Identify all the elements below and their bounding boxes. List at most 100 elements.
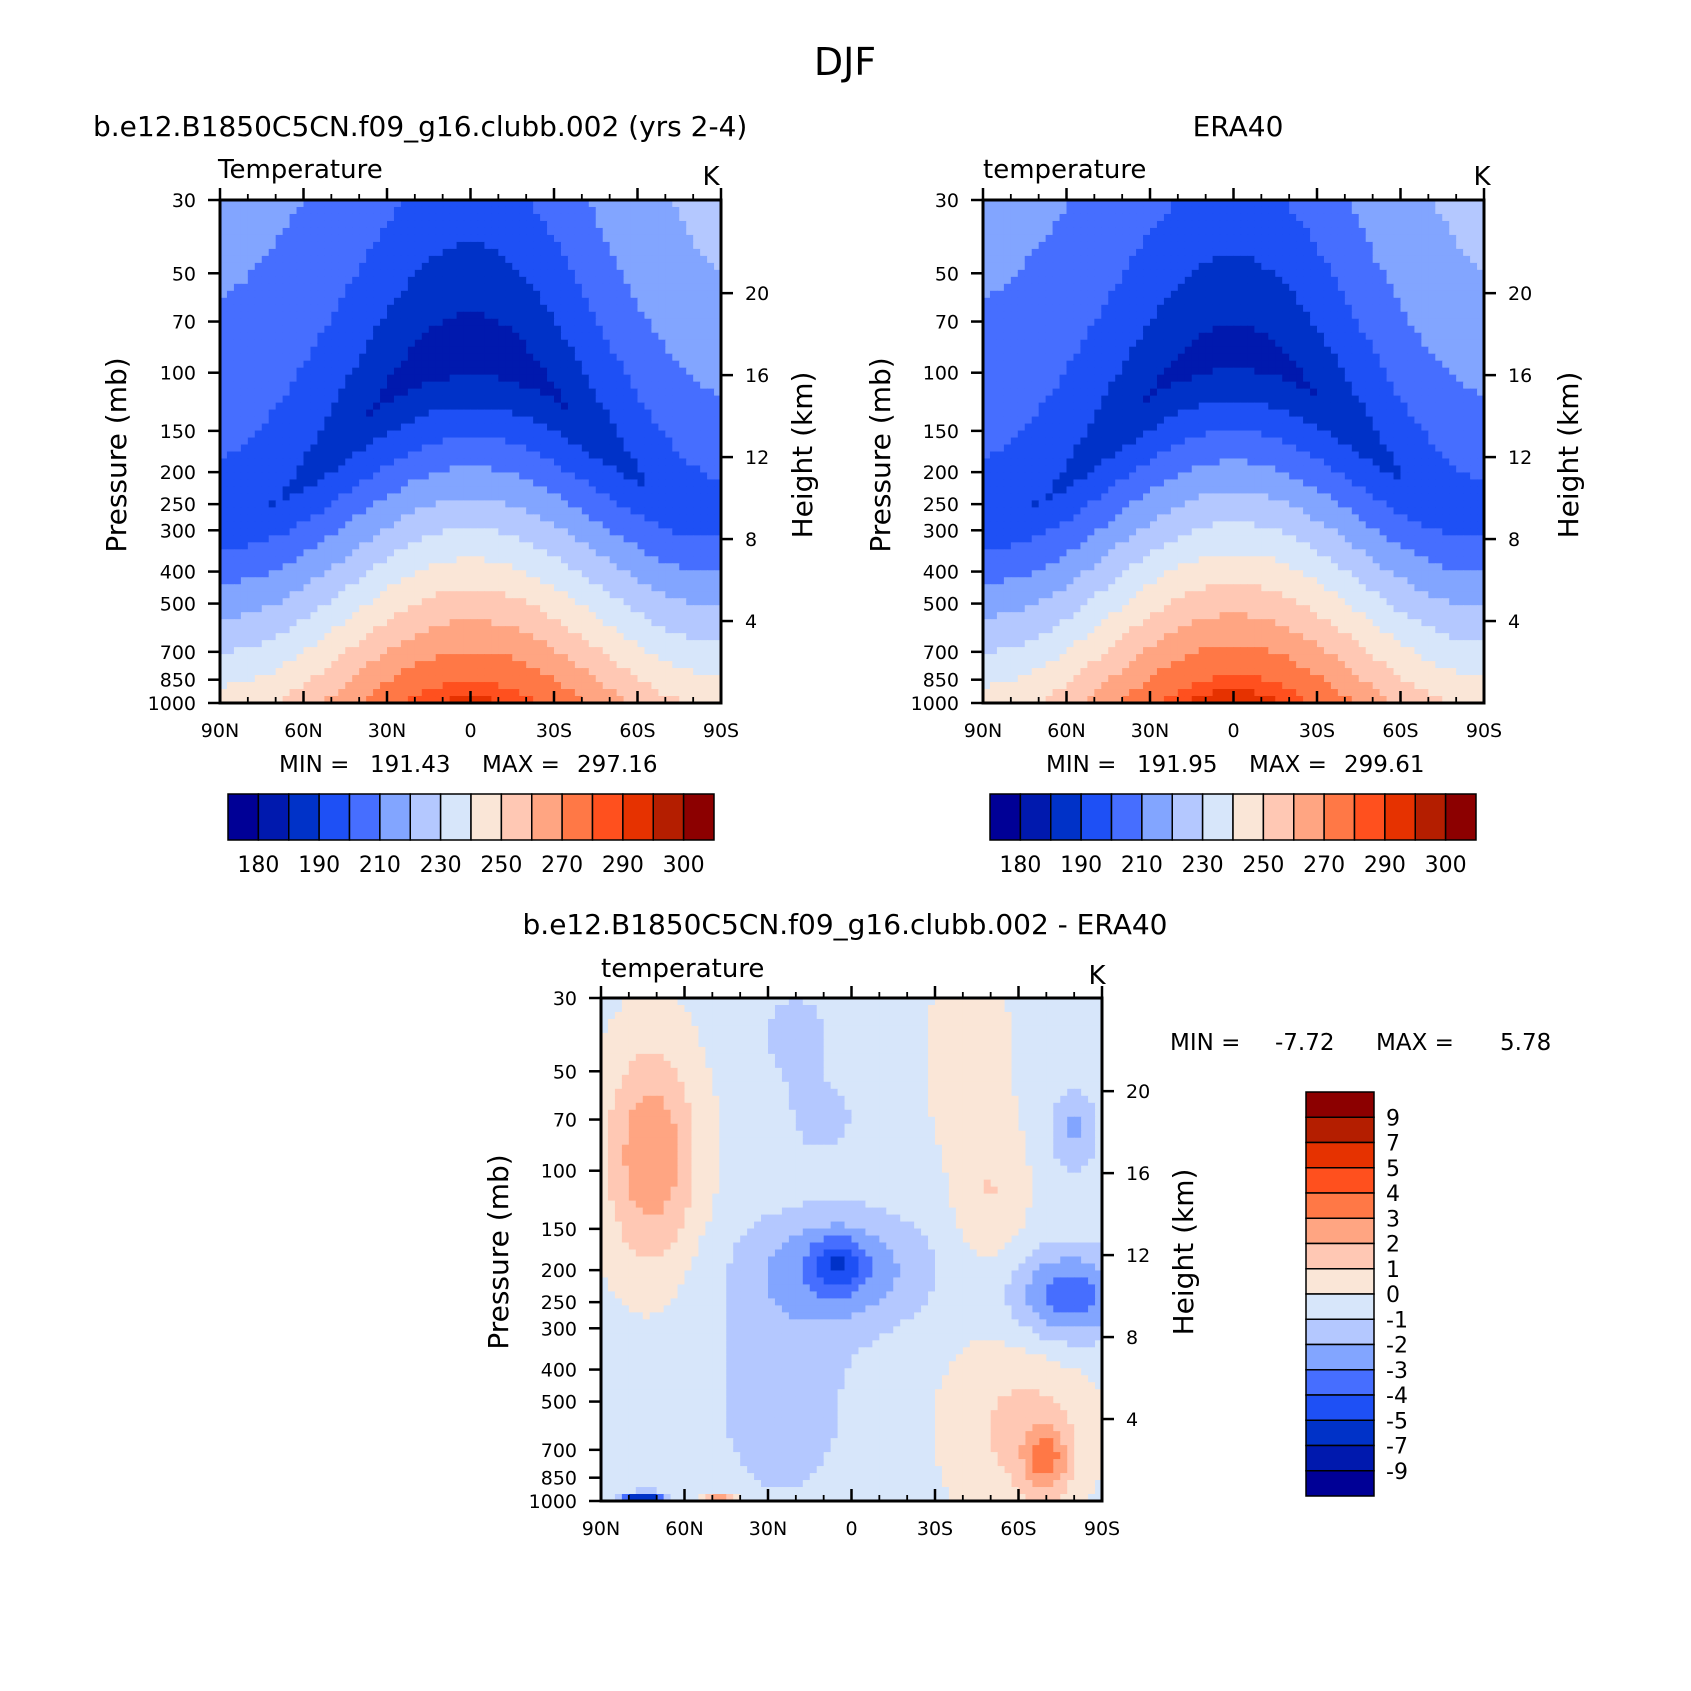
contour-cell — [693, 626, 701, 634]
contour-cell — [581, 374, 590, 383]
contour-cell — [470, 465, 479, 474]
contour-cell — [512, 402, 520, 411]
contour-cell — [456, 661, 465, 669]
contour-cell — [400, 612, 409, 620]
contour-cell — [331, 647, 339, 655]
contour-cell — [324, 458, 332, 467]
panel-obs-min-value: 191.95 — [1137, 752, 1217, 778]
contour-cell — [442, 507, 451, 515]
contour-cell — [359, 311, 367, 320]
contour-cell — [616, 472, 625, 481]
contour-cell — [595, 479, 604, 488]
contour-cell — [595, 339, 604, 348]
contour-cell — [407, 200, 416, 208]
contour-cell — [547, 619, 555, 627]
contour-cell — [240, 458, 249, 467]
contour-cell — [359, 654, 367, 662]
contour-cell — [366, 318, 374, 327]
contour-cell — [435, 577, 444, 585]
contour-cell — [331, 479, 339, 488]
contour-cell — [456, 200, 465, 208]
contour-cell — [414, 367, 423, 376]
contour-cell — [644, 227, 653, 236]
contour-cell — [554, 220, 562, 229]
contour-cell — [338, 430, 346, 439]
contour-cell — [247, 248, 256, 257]
contour-cell — [498, 458, 506, 467]
contour-cell — [338, 339, 346, 348]
contour-cell — [470, 647, 479, 655]
contour-cell — [359, 591, 367, 599]
contour-cell — [554, 528, 562, 536]
contour-cell — [588, 493, 597, 502]
contour-cell — [428, 430, 437, 439]
contour-cell — [686, 542, 694, 550]
contour-cell — [637, 262, 646, 271]
contour-cell — [359, 661, 367, 669]
contour-cell — [338, 654, 346, 662]
contour-cell — [595, 255, 604, 264]
contour-cell — [630, 668, 639, 676]
contour-cell — [282, 465, 291, 474]
contour-cell — [560, 465, 569, 474]
contour-cell — [254, 444, 263, 453]
contour-cell — [540, 640, 548, 648]
contour-cell — [352, 381, 360, 390]
contour-cell — [393, 479, 402, 488]
contour-cell — [658, 416, 666, 425]
contour-cell — [714, 661, 722, 669]
contour-cell — [463, 227, 472, 236]
contour-cell — [581, 605, 590, 613]
contour-cell — [338, 276, 346, 285]
contour-cell — [623, 297, 632, 306]
contour-cell — [700, 626, 708, 634]
contour-cell — [247, 633, 256, 641]
contour-cell — [714, 220, 722, 229]
contour-cell — [512, 248, 520, 257]
contour-cell — [366, 675, 374, 683]
contour-cell — [240, 465, 249, 474]
panel-model-min-value: 191.43 — [370, 752, 450, 778]
contour-cell — [310, 500, 319, 508]
contour-cell — [268, 220, 277, 229]
contour-cell — [366, 346, 374, 355]
contour-cell — [623, 213, 632, 222]
contour-cell — [630, 248, 639, 257]
contour-cell — [672, 528, 680, 536]
contour-cell — [366, 437, 374, 446]
contour-cell — [261, 563, 270, 571]
contour-cell — [456, 304, 465, 313]
panel-diff-units: K — [1088, 961, 1106, 991]
contour-cell — [581, 514, 590, 522]
contour-cell — [477, 297, 486, 306]
contour-cell — [609, 395, 618, 404]
contour-cell — [345, 339, 353, 348]
contour-cell — [359, 577, 367, 585]
contour-cell — [581, 325, 590, 334]
contour-cell — [609, 605, 618, 613]
contour-cell — [345, 507, 353, 515]
contour-cell — [226, 304, 235, 313]
contour-cell — [672, 290, 680, 299]
contour-cell — [616, 633, 625, 641]
contour-cell — [623, 605, 632, 613]
contour-cell — [303, 465, 312, 474]
contour-cell — [393, 605, 402, 613]
contour-cell — [400, 640, 409, 648]
contour-cell — [254, 304, 263, 313]
contour-cell — [498, 633, 506, 641]
contour-cell — [658, 318, 666, 327]
contour-cell — [226, 661, 235, 669]
contour-cell — [560, 535, 569, 543]
contour-cell — [442, 465, 451, 474]
contour-cell — [421, 227, 430, 236]
contour-cell — [505, 465, 513, 474]
contour-cell — [547, 514, 555, 522]
contour-cell — [324, 542, 332, 550]
contour-cell — [644, 206, 653, 215]
contour-cell — [567, 479, 576, 488]
contour-cell — [519, 304, 527, 313]
contour-cell — [498, 584, 506, 592]
contour-cell — [428, 283, 437, 292]
contour-cell — [345, 472, 353, 481]
